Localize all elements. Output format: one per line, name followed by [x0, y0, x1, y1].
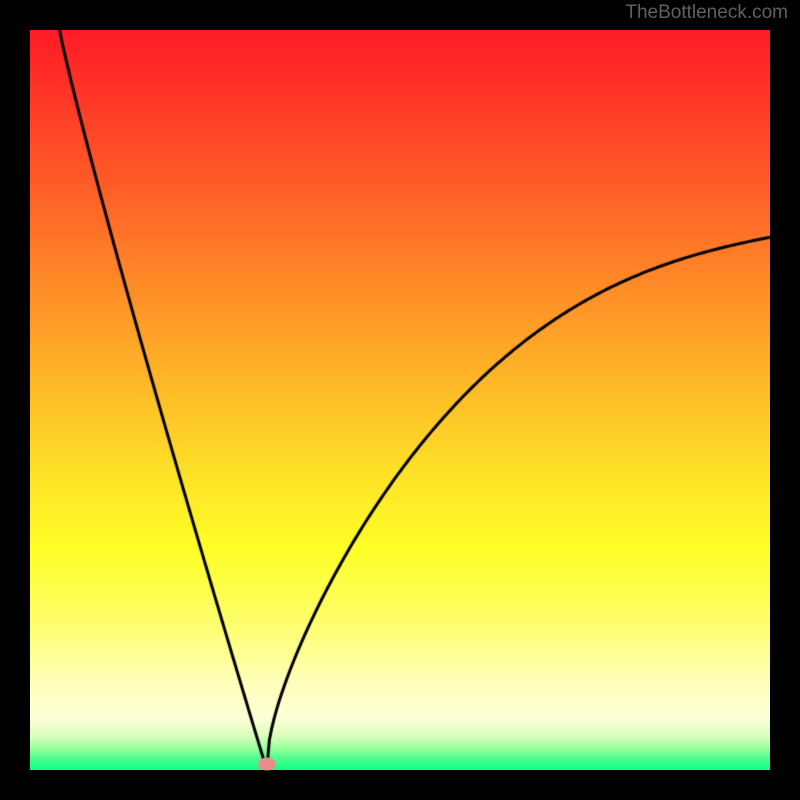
chart-plot-area [30, 30, 770, 770]
optimal-point-marker [258, 758, 276, 771]
watermark-text: TheBottleneck.com [625, 2, 788, 24]
bottleneck-curve [30, 30, 770, 770]
